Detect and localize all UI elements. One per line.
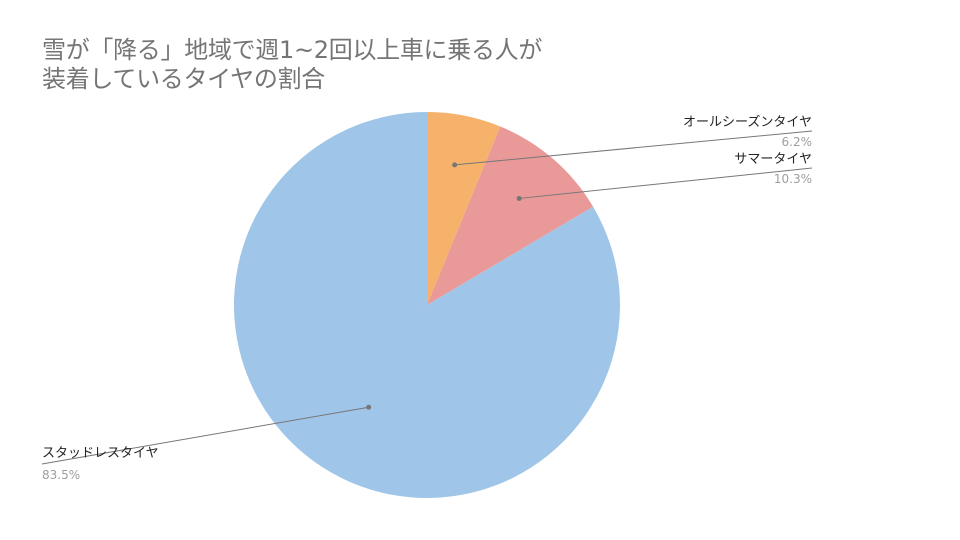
- slice-label-0: オールシーズンタイヤ: [683, 114, 812, 130]
- pie-slice-0: [427, 112, 501, 305]
- slice-percent-0: 6.2%: [782, 135, 813, 149]
- pie-slice-2: [233, 112, 620, 498]
- chart-title: 雪が「降る」地域で週1~2回以上車に乗る人が 装着しているタイヤの割合: [42, 36, 682, 94]
- leader-dot-2: [366, 404, 372, 410]
- leader-dot-1: [516, 195, 522, 201]
- chart-title-line-1: 雪が「降る」地域で週1~2回以上車に乗る人が: [42, 36, 543, 64]
- chart-title-line-2: 装着しているタイヤの割合: [42, 65, 325, 93]
- slice-label-2: スタッドレスタイヤ: [42, 446, 159, 461]
- slice-percent-2: 83.5%: [42, 468, 80, 482]
- leader-dot-0: [452, 162, 458, 168]
- leader-line-2: [41, 406, 369, 465]
- slice-percent-1: 10.3%: [774, 172, 812, 186]
- slice-label-1: サマータイヤ: [734, 152, 812, 167]
- leader-line-1: [519, 167, 813, 199]
- pie-slice-1: [427, 126, 594, 306]
- leader-line-0: [454, 130, 813, 166]
